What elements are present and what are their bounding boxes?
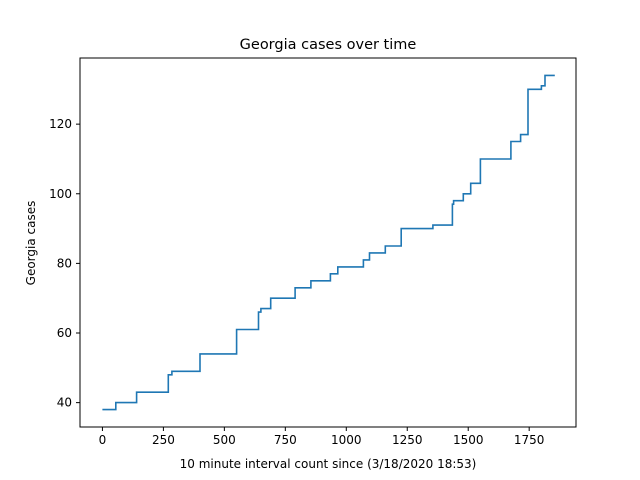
x-tick-label: 1750 bbox=[514, 433, 545, 447]
x-axis: 0 250 500 750 1000 1250 1500 1750 bbox=[99, 427, 545, 447]
x-tick-label: 250 bbox=[152, 433, 175, 447]
chart-title: Georgia cases over time bbox=[240, 37, 417, 53]
y-tick-label: 120 bbox=[49, 117, 72, 131]
y-tick-label: 80 bbox=[57, 256, 72, 270]
x-tick-label: 0 bbox=[99, 433, 107, 447]
x-tick-label: 1500 bbox=[453, 433, 484, 447]
plot-frame bbox=[79, 57, 577, 428]
y-axis-label: Georgia cases bbox=[24, 201, 38, 286]
x-axis-label: 10 minute interval count since (3/18/202… bbox=[180, 457, 477, 471]
x-tick-label: 1000 bbox=[331, 433, 362, 447]
series-line bbox=[102, 74, 555, 411]
x-tick-label: 750 bbox=[274, 433, 297, 447]
y-tick-label: 40 bbox=[57, 396, 72, 410]
plot-area bbox=[102, 74, 555, 411]
x-tick-label: 500 bbox=[213, 433, 236, 447]
y-axis: 40 60 80 100 120 bbox=[49, 117, 80, 410]
y-tick-label: 60 bbox=[57, 326, 72, 340]
y-tick-label: 100 bbox=[49, 187, 72, 201]
x-tick-label: 1250 bbox=[392, 433, 423, 447]
